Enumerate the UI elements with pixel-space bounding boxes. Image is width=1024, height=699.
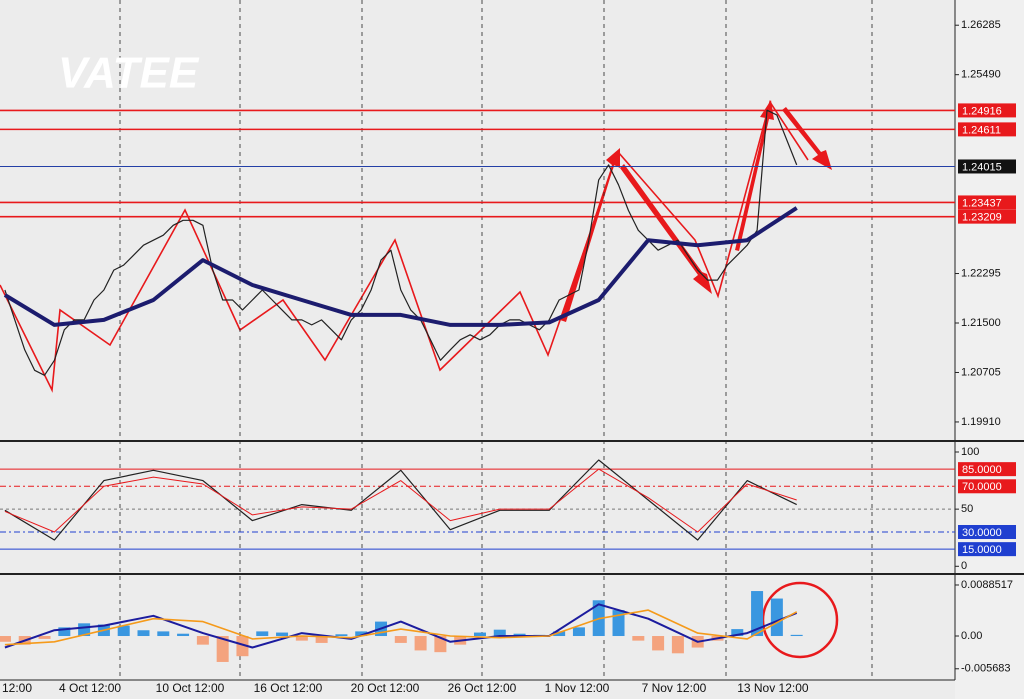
level-label: 1.24015 [962, 161, 1002, 173]
level-label-box [958, 195, 1016, 210]
histogram-bar [770, 598, 783, 637]
histogram-bar [671, 636, 684, 654]
series-line [4, 459, 797, 541]
level-label: 1.23437 [962, 197, 1002, 209]
series-line [3, 206, 798, 327]
level-label-box [958, 209, 1016, 224]
histogram-bar [731, 629, 744, 637]
level-label-box [958, 479, 1016, 494]
y-tick-label: 1.22295 [961, 267, 1001, 279]
histogram-bar [355, 631, 368, 637]
x-tick-label: 16 Oct 12:00 [254, 681, 323, 695]
level-label-box [958, 122, 1016, 137]
histogram-bar [58, 627, 71, 637]
y-tick-label: 0.0088517 [961, 579, 1013, 591]
histogram-bar [157, 631, 170, 637]
level-label: 30.0000 [962, 527, 1002, 539]
y-tick-label: 0.00 [961, 630, 982, 642]
x-tick-label: 4 Oct 12:00 [59, 681, 121, 695]
y-tick-label: 50 [961, 503, 973, 515]
x-tick-label: 1 Nov 12:00 [545, 681, 610, 695]
level-label: 85.0000 [962, 464, 1002, 476]
y-tick-label: 1.25490 [961, 69, 1001, 81]
histogram-bar [117, 625, 130, 637]
level-label: 1.24611 [962, 124, 1001, 136]
histogram-bar [790, 634, 803, 637]
y-tick-label: 1.21500 [961, 317, 1001, 329]
histogram-bar [315, 636, 328, 643]
level-label: 1.23209 [962, 212, 1002, 224]
level-label: 70.0000 [962, 481, 1002, 493]
histogram-bar [652, 636, 665, 651]
x-tick-label: 26 Oct 12:00 [448, 681, 517, 695]
series-line [4, 468, 797, 533]
level-label-box [958, 525, 1016, 539]
plot-background [0, 0, 955, 699]
y-tick-label: 100 [961, 446, 979, 458]
histogram-bar [137, 630, 150, 637]
histogram-bar [553, 631, 566, 637]
level-label: 1.24916 [962, 105, 1002, 117]
histogram-bar [572, 627, 585, 637]
y-tick-label: -0.005683 [961, 663, 1011, 675]
histogram-bar [394, 636, 407, 643]
histogram-bar [473, 632, 486, 637]
histogram-bar [0, 636, 11, 642]
histogram-bar [751, 591, 764, 637]
histogram-bar [513, 633, 526, 637]
histogram-bar [256, 631, 269, 637]
y-tick-label: 0 [961, 560, 967, 572]
histogram-bar [295, 636, 308, 641]
x-tick-label: 10 Oct 12:00 [156, 681, 225, 695]
x-tick-label: 7 Nov 12:00 [642, 681, 707, 695]
histogram-bar [276, 632, 289, 637]
watermark: VATEE [58, 49, 200, 98]
histogram-bar [493, 629, 506, 637]
y-tick-label: 1.20705 [961, 366, 1001, 378]
zigzag [0, 100, 809, 393]
x-tick-label: 20 Oct 12:00 [351, 681, 420, 695]
x-tick-label: 12:00 [2, 681, 32, 695]
level-label-box [958, 103, 1016, 118]
histogram-bar [196, 636, 209, 645]
level-label-box [958, 542, 1016, 557]
level-label-box [958, 462, 1016, 477]
histogram-bar [216, 636, 229, 662]
series-line [4, 609, 798, 646]
histogram-bar [632, 636, 645, 641]
histogram-bar [414, 636, 427, 651]
level-label: 15.0000 [962, 544, 1002, 556]
y-tick-label: 1.19910 [961, 416, 1001, 428]
histogram-bar [236, 636, 249, 657]
histogram-bar [177, 633, 190, 637]
series-line [4, 109, 798, 376]
x-tick-label: 13 Nov 12:00 [737, 681, 809, 695]
histogram-bar [335, 634, 348, 637]
y-tick-label: 1.26285 [961, 19, 1001, 31]
series-line [4, 603, 798, 649]
level-label-box [958, 159, 1016, 174]
histogram-bar [38, 636, 51, 639]
